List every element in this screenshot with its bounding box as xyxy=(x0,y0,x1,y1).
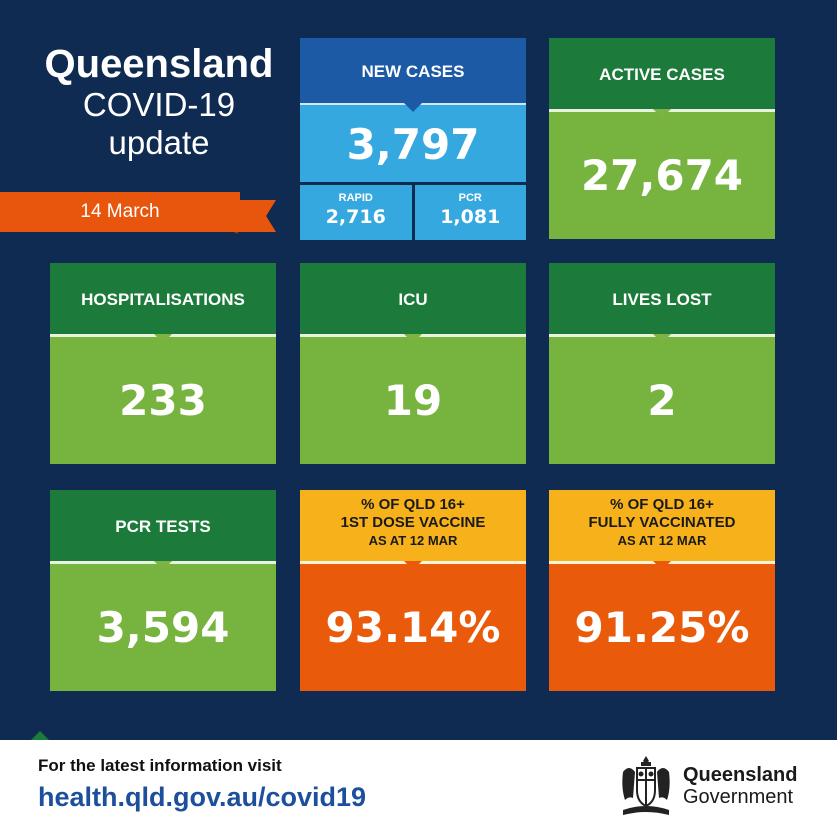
first-dose-line-2: 1ST DOSE VACCINE xyxy=(340,514,486,531)
rapid-value: 2,716 xyxy=(325,206,386,228)
first-dose-tile: % OF QLD 16+ 1ST DOSE VACCINE AS AT 12 M… xyxy=(300,490,526,691)
government-name: Queensland Government xyxy=(683,764,797,808)
header-notch xyxy=(404,561,422,570)
fully-vaccinated-line-3: AS AT 12 MAR xyxy=(617,533,707,548)
header-notch xyxy=(154,334,172,343)
pcr-cell: PCR 1,081 xyxy=(411,185,526,240)
fully-vaccinated-body: 91.25% xyxy=(549,564,775,691)
fully-vaccinated-line-1: % OF QLD 16+ xyxy=(610,496,714,513)
first-dose-line-1: % OF QLD 16+ xyxy=(361,496,465,513)
header-notch xyxy=(154,561,172,570)
footer-url-link[interactable]: health.qld.gov.au/covid19 xyxy=(38,782,367,812)
new-cases-header: NEW CASES xyxy=(300,38,526,112)
fully-vaccinated-header: % OF QLD 16+ FULLY VACCINATED AS AT 12 M… xyxy=(549,490,775,570)
header-notch xyxy=(653,109,671,118)
icu-tile: ICU 19 xyxy=(300,263,526,464)
first-dose-body: 93.14% xyxy=(300,564,526,691)
ribbon-band xyxy=(0,192,240,232)
pcr-tests-body: 3,594 xyxy=(50,564,276,691)
pcr-label: PCR xyxy=(458,192,482,204)
hospitalisations-body: 233 xyxy=(50,337,276,464)
hospitalisations-tile: HOSPITALISATIONS 233 xyxy=(50,263,276,464)
icu-value: 19 xyxy=(383,376,443,425)
rapid-cell: RAPID 2,716 xyxy=(300,185,412,240)
rapid-label: RAPID xyxy=(338,192,373,204)
fully-vaccinated-value: 91.25% xyxy=(574,603,750,652)
page-title: Queensland COVID-19 update xyxy=(34,42,284,162)
first-dose-header: % OF QLD 16+ 1ST DOSE VACCINE AS AT 12 M… xyxy=(300,490,526,570)
header-notch xyxy=(404,103,422,112)
lives-lost-label: LIVES LOST xyxy=(612,290,712,309)
header-notch xyxy=(653,561,671,570)
update-date: 14 March xyxy=(80,201,160,222)
pcr-value: 1,081 xyxy=(440,206,501,228)
footer-notch xyxy=(30,731,50,741)
hospitalisations-label: HOSPITALISATIONS xyxy=(81,290,245,309)
title-line-3: update xyxy=(108,124,210,161)
government-line-2: Government xyxy=(683,786,794,808)
footer: For the latest information visit health.… xyxy=(0,740,837,833)
lives-lost-value: 2 xyxy=(647,376,677,425)
new-cases-tile: NEW CASES 3,797 RAPID 2,716 PCR 1,081 xyxy=(300,38,526,240)
lives-lost-tile: LIVES LOST 2 xyxy=(549,263,775,464)
icu-label: ICU xyxy=(398,290,428,309)
hospitalisations-header: HOSPITALISATIONS xyxy=(50,263,276,343)
hospitalisations-value: 233 xyxy=(119,376,207,425)
government-line-1: Queensland xyxy=(683,764,798,786)
new-cases-value: 3,797 xyxy=(300,103,526,182)
date-ribbon: 14 March xyxy=(0,192,276,238)
icu-body: 19 xyxy=(300,337,526,464)
lives-lost-body: 2 xyxy=(549,337,775,464)
footer-visit-text: For the latest information visit xyxy=(38,756,282,775)
pcr-tests-header: PCR TESTS xyxy=(50,490,276,570)
first-dose-value: 93.14% xyxy=(325,603,501,652)
title-line-2: COVID-19 xyxy=(82,86,236,123)
lives-lost-header: LIVES LOST xyxy=(549,263,775,343)
new-cases-label: NEW CASES xyxy=(361,62,465,81)
fully-vaccinated-tile: % OF QLD 16+ FULLY VACCINATED AS AT 12 M… xyxy=(549,490,775,691)
active-cases-header: ACTIVE CASES xyxy=(549,38,775,118)
pcr-tests-label: PCR TESTS xyxy=(115,517,211,536)
new-cases-breakdown: RAPID 2,716 PCR 1,081 xyxy=(300,182,526,240)
pcr-tests-tile: PCR TESTS 3,594 xyxy=(50,490,276,691)
active-cases-label: ACTIVE CASES xyxy=(599,65,725,84)
first-dose-line-3: AS AT 12 MAR xyxy=(368,533,458,548)
queensland-crest-icon xyxy=(622,756,670,815)
active-cases-body: 27,674 xyxy=(549,112,775,239)
header-notch xyxy=(653,334,671,343)
active-cases-tile: ACTIVE CASES 27,674 xyxy=(549,38,775,239)
active-cases-value: 27,674 xyxy=(580,151,744,200)
pcr-tests-value: 3,594 xyxy=(96,603,230,652)
icu-header: ICU xyxy=(300,263,526,343)
title-line-1: Queensland xyxy=(44,42,274,86)
fully-vaccinated-line-2: FULLY VACCINATED xyxy=(588,514,736,531)
header-notch xyxy=(404,334,422,343)
